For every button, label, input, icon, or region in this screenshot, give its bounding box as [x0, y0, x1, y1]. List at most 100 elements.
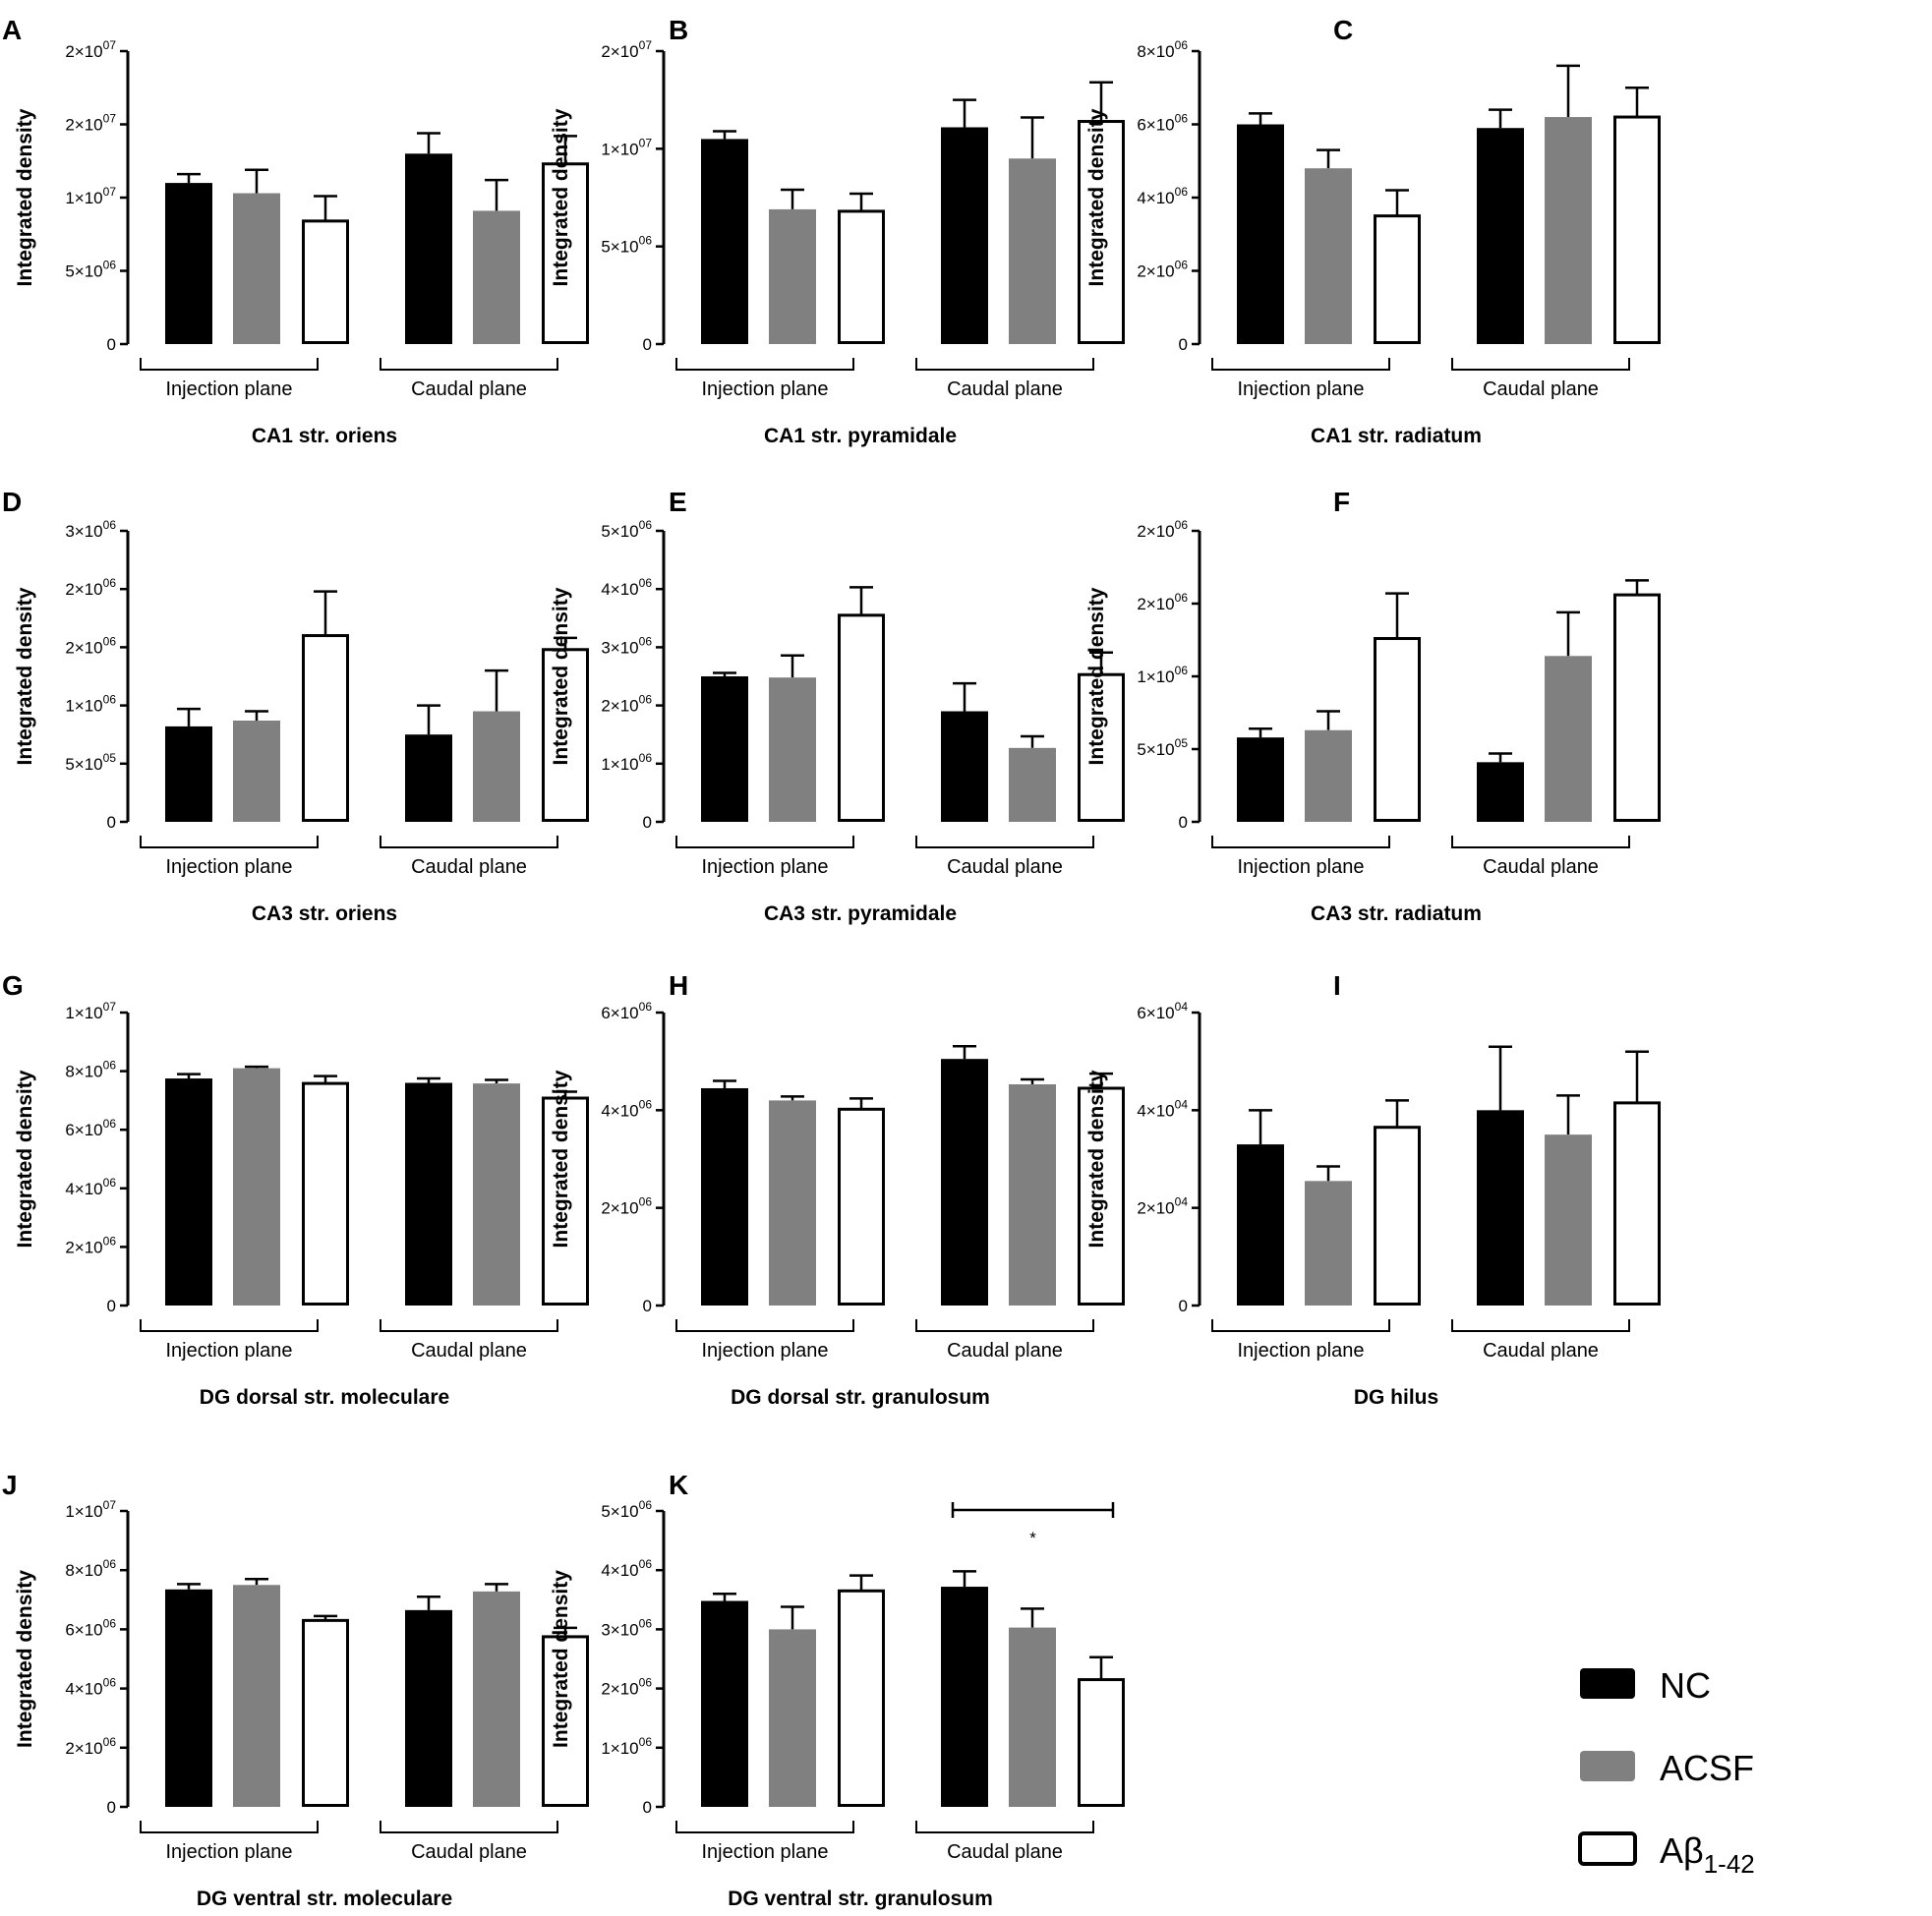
tick-exponent: 06	[103, 1059, 117, 1073]
tick-exponent: 06	[103, 1117, 117, 1131]
group-bracket	[140, 1319, 319, 1332]
tick-exponent: 06	[103, 1234, 117, 1248]
tick-mantissa: 2×10	[65, 638, 102, 657]
group-bracket	[915, 836, 1094, 848]
tick-exponent: 07	[639, 38, 653, 52]
y-tick-label: 4×1006	[601, 1557, 652, 1580]
tick-mantissa: 5×10	[65, 262, 102, 281]
tick-mantissa: 4×10	[1137, 189, 1174, 207]
tick-exponent: 05	[1175, 736, 1189, 750]
tick-mantissa: 4×10	[601, 1101, 638, 1120]
bar-acsf	[233, 1585, 280, 1807]
bar-nc	[405, 153, 452, 344]
legend-subscript: 1-42	[1704, 1849, 1755, 1879]
bar-a-1-42	[542, 1096, 589, 1306]
tick-exponent: 04	[1175, 1000, 1189, 1014]
tick-exponent: 06	[1175, 259, 1189, 272]
bar-nc	[1237, 1144, 1284, 1306]
tick-exponent: 06	[103, 1616, 117, 1630]
bar-acsf	[1009, 1084, 1056, 1306]
bar-a-1-42	[1078, 1678, 1125, 1807]
tick-exponent: 06	[103, 1557, 117, 1571]
y-axis-label: Integrated density	[1085, 587, 1108, 765]
tick-exponent: 06	[1175, 591, 1189, 605]
group-bracket	[380, 836, 558, 848]
y-axis-label: Integrated density	[1085, 1070, 1108, 1248]
tick-mantissa: 5×10	[601, 238, 638, 257]
tick-mantissa: 4×10	[1137, 1101, 1174, 1120]
bar-a-1-42	[1374, 1126, 1421, 1306]
bar-acsf	[1009, 158, 1056, 344]
panel-letter: E	[669, 487, 687, 517]
bar-acsf	[769, 677, 816, 822]
y-tick-label: 8×1006	[1137, 38, 1188, 61]
group-label: Injection plane	[702, 1340, 829, 1362]
panel-letter: D	[2, 487, 22, 517]
bar-acsf	[1305, 729, 1352, 822]
y-tick-label: 0	[107, 1798, 116, 1817]
group-bracket	[1211, 1319, 1390, 1332]
y-tick-label: 6×1006	[65, 1616, 116, 1639]
bar-acsf	[769, 208, 816, 344]
bar-acsf	[1545, 117, 1592, 344]
bar-a-1-42	[838, 613, 885, 823]
tick-mantissa: 6×10	[1137, 1004, 1174, 1022]
y-tick-label: 0	[643, 813, 652, 832]
tick-mantissa: 8×10	[65, 1063, 102, 1081]
tick-exponent: 06	[639, 1498, 653, 1512]
tick-mantissa: 2×10	[601, 697, 638, 716]
y-tick-label: 2×1007	[65, 38, 116, 61]
panel-title: CA1 str. pyramidale	[764, 425, 957, 447]
y-axis-label: Integrated density	[550, 108, 572, 286]
y-axis-label: Integrated density	[550, 1070, 572, 1248]
tick-mantissa: 2×10	[601, 1199, 638, 1218]
group-label: Injection plane	[1238, 856, 1365, 878]
tick-mantissa: 1×10	[601, 755, 638, 774]
panel-letter: G	[2, 970, 24, 1001]
y-tick-label: 4×1006	[1137, 185, 1188, 207]
bar-nc	[1237, 737, 1284, 822]
group-bracket	[915, 1821, 1094, 1833]
bar-nc	[165, 1078, 212, 1306]
y-tick-label: 4×1006	[601, 576, 652, 599]
tick-mantissa: 0	[1179, 335, 1188, 354]
legend: NC ACSF Aβ1-42	[1578, 1665, 1755, 1879]
y-tick-label: 0	[107, 1297, 116, 1315]
tick-exponent: 06	[639, 1735, 653, 1749]
y-tick-label: 0	[643, 1297, 652, 1315]
tick-exponent: 06	[103, 518, 117, 532]
tick-mantissa: 4×10	[65, 1680, 102, 1699]
y-tick-label: 2×1006	[65, 634, 116, 657]
bar-nc	[941, 1059, 988, 1306]
bar-a-1-42	[838, 1589, 885, 1808]
panel-title: CA1 str. radiatum	[1311, 425, 1482, 447]
tick-exponent: 06	[103, 1735, 117, 1749]
y-tick-label: 5×1005	[1137, 736, 1188, 759]
tick-exponent: 06	[1175, 518, 1189, 532]
tick-mantissa: 5×10	[1137, 740, 1174, 759]
tick-mantissa: 1×10	[65, 697, 102, 716]
tick-mantissa: 2×10	[1137, 1199, 1174, 1218]
y-tick-label: 2×1006	[601, 693, 652, 716]
tick-exponent: 06	[1175, 664, 1189, 677]
bar-acsf	[473, 1591, 520, 1807]
group-bracket	[380, 358, 558, 371]
tick-exponent: 04	[1175, 1195, 1189, 1209]
panel-title: CA3 str. radiatum	[1311, 902, 1482, 925]
bar-acsf	[473, 210, 520, 344]
tick-exponent: 06	[639, 1676, 653, 1690]
y-tick-label: 0	[643, 1798, 652, 1817]
y-tick-label: 1×1006	[601, 751, 652, 774]
y-tick-label: 0	[1179, 335, 1188, 354]
bar-nc	[941, 127, 988, 344]
bar-a-1-42	[302, 1081, 349, 1306]
panel-title: CA3 str. pyramidale	[764, 902, 957, 925]
y-tick-label: 6×1004	[1137, 1000, 1188, 1022]
y-tick-label: 3×1006	[65, 518, 116, 541]
y-tick-label: 6×1006	[601, 1000, 652, 1022]
bar-nc	[701, 139, 748, 344]
tick-exponent: 06	[639, 576, 653, 590]
